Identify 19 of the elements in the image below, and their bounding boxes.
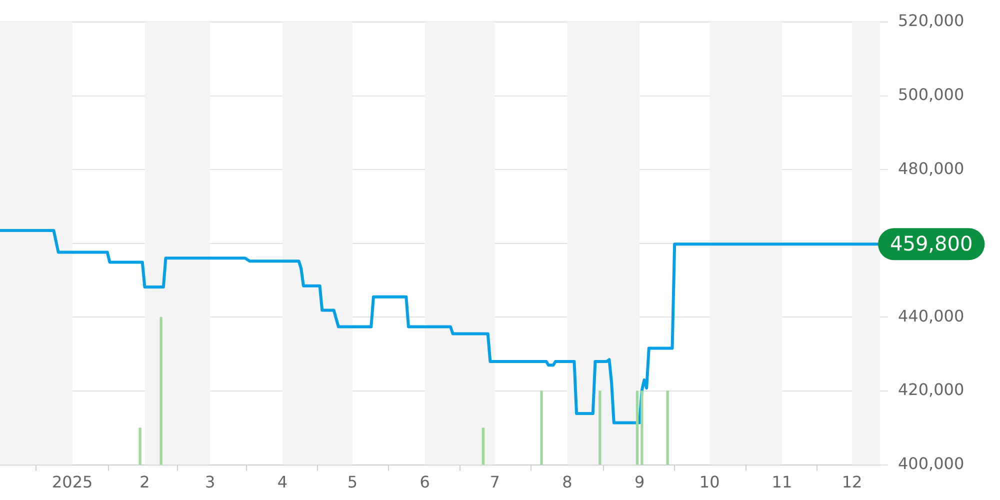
x-tick-label: 5	[347, 472, 358, 492]
x-tick-label: 6	[420, 472, 430, 492]
x-tick-label: 11	[772, 472, 792, 492]
y-tick-label: 520,000	[898, 11, 964, 30]
x-tick-label: 8	[562, 472, 572, 492]
x-tick-label: 10	[699, 472, 720, 492]
x-tick-label: 9	[634, 472, 645, 492]
y-tick-label: 440,000	[898, 306, 964, 326]
x-tick-label: 12	[842, 472, 862, 492]
x-tick-label: 2	[140, 472, 150, 492]
y-tick-label: 500,000	[898, 84, 964, 104]
x-tick-label: 3	[204, 472, 216, 492]
x-tick-label: 4	[277, 472, 288, 492]
x-tick-label: 2025	[52, 472, 93, 492]
y-tick-label: 400,000	[898, 454, 964, 473]
y-tick-label: 480,000	[898, 158, 964, 178]
y-tick-label: 420,000	[898, 380, 964, 400]
annotation: 459,800	[890, 231, 973, 256]
x-tick-label: 7	[490, 472, 500, 492]
